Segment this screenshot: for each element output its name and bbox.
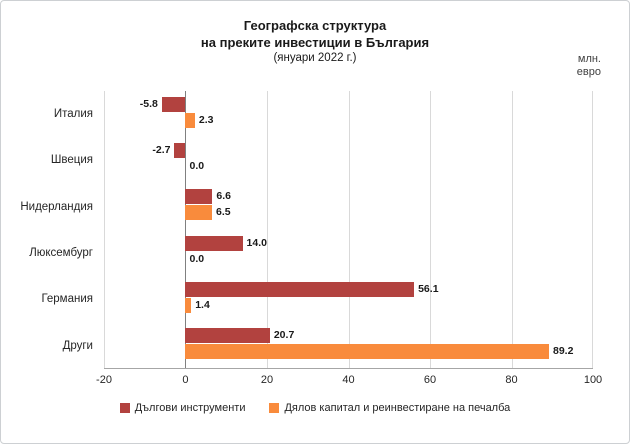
legend-swatch-icon: [269, 403, 280, 413]
data-label: 0.0: [189, 252, 205, 265]
bar-equity: [185, 113, 195, 128]
x-tick-label: -20: [96, 374, 112, 386]
chart-title-block: Географска структура на преките инвестиц…: [1, 17, 629, 66]
zero-axis-line: [185, 91, 187, 368]
bar-debt: [174, 143, 186, 159]
chart-title-line1: Географска структура: [243, 18, 387, 33]
category-row: 20.7 89.2: [104, 322, 593, 368]
bar-equity: [185, 343, 549, 359]
x-tick-label: 80: [505, 374, 518, 386]
data-label: 56.1: [418, 282, 439, 295]
x-tick-label: 20: [260, 374, 274, 386]
legend-swatch-icon: [119, 403, 130, 413]
chart-subtitle: (януари 2022 г.): [273, 52, 357, 64]
gridline: [348, 91, 350, 368]
x-tick-label: 40: [342, 374, 355, 386]
gridline: [592, 91, 593, 368]
bar-debt: [185, 327, 270, 343]
data-label: 6.6: [216, 190, 231, 203]
bar-debt: [185, 189, 213, 205]
data-label: 1.4: [195, 298, 210, 311]
category-row: 6.6 6.5: [104, 183, 593, 229]
data-label: 0.0: [189, 160, 205, 173]
chart-title-line2: на преките инвестиции в България: [200, 35, 430, 50]
data-label: -2.7: [152, 144, 171, 157]
data-label: 6.5: [215, 206, 231, 219]
data-label: 89.2: [552, 344, 574, 357]
legend-label: Дялов капитал и реинвестиране на печалба: [284, 402, 511, 414]
gridline: [104, 91, 105, 368]
category-row: -5.8 2.3: [104, 91, 593, 137]
x-tick-label: 0: [182, 374, 189, 386]
x-tick-label: 100: [583, 374, 603, 386]
category-row: -2.7 0.0: [104, 137, 593, 183]
category-label: Люксембург: [29, 247, 93, 260]
category-label: Нидерландия: [20, 200, 93, 213]
gridline: [266, 91, 268, 368]
category-label: Швеция: [50, 154, 93, 167]
bar-debt: [185, 235, 243, 251]
bar-equity: [185, 297, 192, 313]
category-label: Други: [62, 339, 93, 352]
bar-debt: [185, 281, 415, 297]
chart-legend: Дългови инструменти Дялов капитал и реинв…: [1, 402, 629, 414]
category-label: Германия: [41, 293, 93, 306]
bar-debt: [161, 97, 186, 112]
data-label: 2.3: [198, 114, 214, 126]
category-row: 14.0 0.0: [104, 230, 593, 276]
data-label: -5.8: [139, 98, 158, 110]
data-label: 14.0: [246, 236, 267, 249]
data-label: 20.7: [273, 328, 295, 341]
value-axis: -20 0 20 40 60 80 100: [96, 374, 602, 388]
gridline: [511, 91, 513, 368]
gridline: [429, 91, 431, 368]
legend-label: Дългови инструменти: [134, 402, 246, 414]
category-label: Италия: [53, 108, 93, 121]
plot-area: -5.8 2.3 -2.7 0.0 6.6 6.5 14.0 0.0 56.1 1.4 20.7 89…: [104, 91, 593, 369]
x-tick-label: 60: [423, 374, 437, 386]
units-label: млн. евро: [576, 53, 601, 78]
legend-item-debt: Дългови инструменти: [119, 402, 246, 414]
category-axis: Италия Швеция Нидерландия Люксембург Германи…: [15, 91, 93, 369]
bar-equity: [185, 205, 212, 221]
category-row: 56.1 1.4: [104, 276, 593, 322]
legend-item-equity: Дялов капитал и реинвестиране на печалба: [269, 402, 510, 414]
